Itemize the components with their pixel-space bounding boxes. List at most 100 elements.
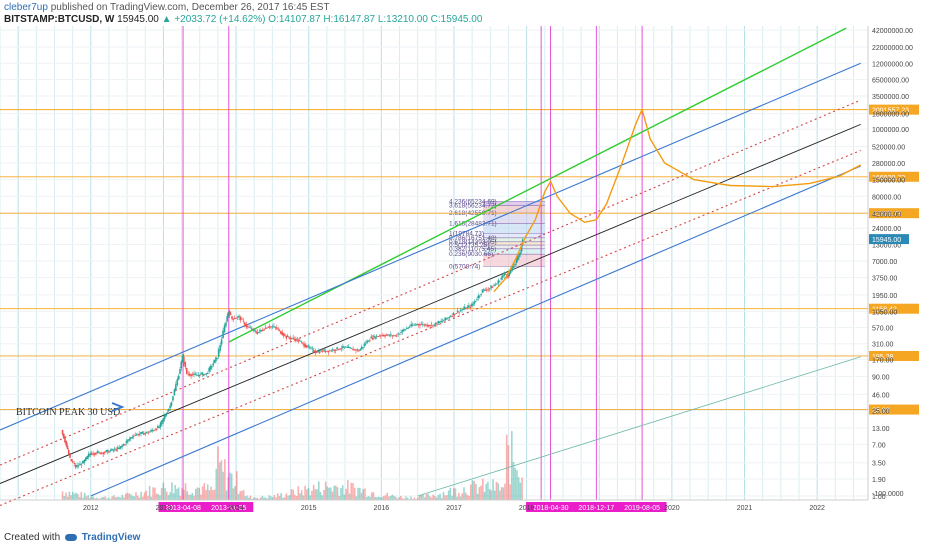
volume-bar	[224, 459, 226, 500]
volume-bar	[382, 496, 385, 500]
fib-label: 0.786(16751.48)	[449, 235, 497, 242]
candle-body	[230, 313, 232, 315]
volume-bar	[206, 484, 209, 500]
volume-bar	[449, 487, 452, 500]
volume-bar	[309, 495, 312, 500]
tradingview-logo-text[interactable]: TradingView	[81, 532, 141, 543]
volume-bar	[85, 496, 88, 500]
candle-body	[364, 343, 367, 345]
candle-body	[175, 384, 177, 391]
volume-bar	[470, 484, 472, 500]
candle-body	[255, 331, 257, 333]
candle-body	[469, 306, 472, 308]
candle-body	[64, 437, 66, 443]
candle-body	[157, 425, 159, 429]
publish-info: published on TradingView.com, December 2…	[50, 2, 330, 13]
time-tick-label: 2018	[519, 505, 535, 512]
level-tag-text: 42329.73	[872, 211, 901, 218]
price-tick-label: 3750.00	[872, 276, 897, 283]
level-tag-text: 25.93	[872, 408, 890, 415]
candle-body	[285, 335, 288, 339]
volume-bar	[171, 482, 173, 500]
candle-body	[330, 350, 333, 352]
volume-bar	[517, 477, 520, 500]
volume-bar	[335, 485, 337, 500]
candle-body	[438, 321, 441, 323]
candle-body	[152, 430, 155, 432]
volume-bar	[481, 478, 484, 500]
candle-body	[251, 328, 253, 330]
candle-body	[305, 345, 308, 348]
candle-body	[461, 309, 463, 311]
candle-body	[478, 295, 481, 297]
candle-body	[410, 323, 412, 327]
volume-bar	[331, 491, 334, 500]
volume-bar	[353, 487, 356, 500]
candle-body	[474, 300, 477, 302]
fib-label: 0.236(9030.66)	[449, 251, 493, 258]
candle-body	[217, 349, 220, 357]
volume-bar	[153, 487, 156, 500]
candle-body	[147, 432, 150, 434]
volume-bar	[215, 468, 218, 500]
candle-body	[378, 335, 381, 337]
candle-body	[397, 333, 399, 335]
candle-body	[96, 451, 99, 453]
grid-layer	[0, 26, 868, 500]
candle-body	[284, 334, 286, 336]
price-tick-label: 24000.00	[872, 226, 901, 233]
candle-body	[184, 362, 187, 367]
candle-body	[404, 329, 407, 331]
publisher-name[interactable]: cleber7up	[4, 2, 48, 13]
time-tick-label: 2016	[374, 505, 390, 512]
volume-bar	[379, 497, 382, 500]
fib-label: 0.5(12735.75)	[449, 242, 489, 249]
volume-bar	[341, 485, 344, 500]
volume-bar	[239, 491, 242, 500]
fib-zone	[483, 237, 545, 242]
volume-bar	[488, 489, 491, 500]
time-tick-label: 2015	[301, 505, 317, 512]
volume-bar	[104, 496, 107, 500]
price-tick-label: 310.00	[872, 342, 894, 349]
price-tick-label: 3500000.00	[872, 94, 909, 101]
projection-curve	[493, 107, 862, 293]
candle-body	[388, 335, 391, 337]
volume-bar	[80, 492, 83, 500]
candle-body	[334, 349, 337, 351]
candle-body	[321, 351, 324, 352]
candle-body	[440, 320, 442, 323]
symbol-name[interactable]: BITSTAMP:BTCUSD, W	[4, 14, 115, 25]
volume-bar	[422, 494, 424, 500]
price-axis[interactable]: 2091557.23 166830.72 42329.73 1158.42 195.28…	[869, 28, 919, 501]
candle-body	[93, 453, 96, 455]
candle-body	[300, 341, 303, 343]
candle-body	[353, 349, 356, 351]
candle-body	[296, 338, 299, 340]
price-tick-label: 7.00	[872, 442, 886, 449]
volume-bar	[343, 494, 346, 500]
candle-body	[256, 331, 259, 335]
volume-bar	[259, 497, 262, 500]
candle-body	[411, 324, 414, 326]
candle-body	[423, 324, 426, 326]
price-chart[interactable]: 4.236(65234.69)3.618(56234.72)2.618(4255…	[0, 26, 932, 528]
candle-body	[158, 426, 161, 428]
candle-body	[223, 325, 226, 333]
volume-bar	[324, 481, 327, 500]
volume-bar	[78, 497, 81, 500]
candle-body	[299, 340, 301, 342]
volume-bar	[159, 495, 161, 500]
candle-body	[209, 365, 212, 370]
candle-body	[276, 327, 278, 329]
volume-bar	[251, 498, 253, 500]
candle-body	[343, 346, 346, 348]
candle-body	[403, 329, 405, 331]
candle-body	[366, 340, 368, 343]
volume-bar	[452, 487, 455, 500]
candle-body	[308, 347, 311, 349]
volume-bar	[244, 496, 247, 500]
candle-body	[99, 452, 102, 454]
time-axis[interactable]: 2013-04-082013-11-252018-2018-04-302018-…	[83, 502, 825, 512]
candle-body	[131, 437, 134, 438]
